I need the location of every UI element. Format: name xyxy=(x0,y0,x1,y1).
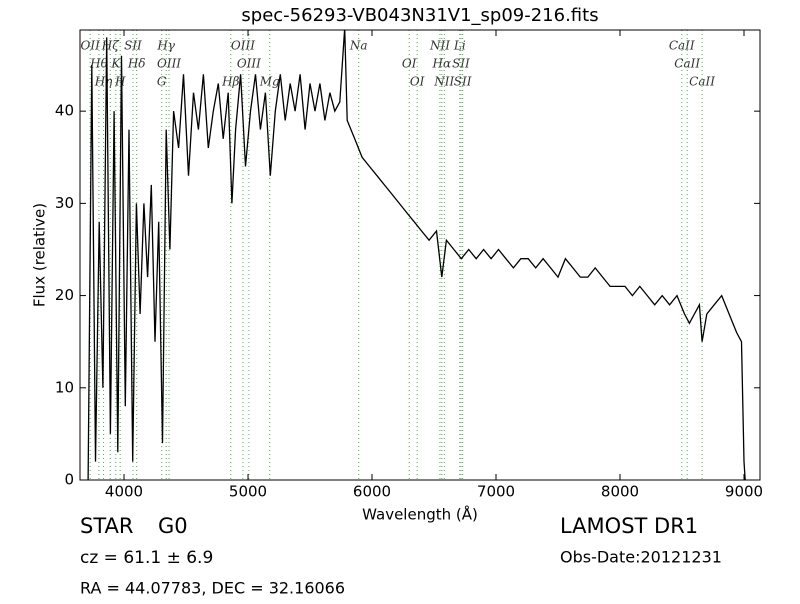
survey: LAMOST DR1 xyxy=(560,514,698,538)
spectral-line-label: K xyxy=(110,57,121,71)
spectral-line-label: Hβ xyxy=(221,75,239,89)
spectral-line-label: SII xyxy=(454,75,472,89)
spectral-line-label: Hη xyxy=(94,75,113,89)
x-tick-label: 5000 xyxy=(229,483,267,501)
spectrum-line xyxy=(87,30,746,480)
spectral-line-label: SII xyxy=(452,57,470,71)
y-tick-label: 10 xyxy=(55,378,74,396)
spectral-line-label: H xyxy=(114,75,126,89)
chart-title: spec-56293-VB043N31V1_sp09-216.fits xyxy=(241,5,598,26)
spectral-line-label: Li xyxy=(453,39,466,53)
spectral-line-label: Hγ xyxy=(156,39,175,53)
spectral-line-label: SII xyxy=(124,39,142,53)
y-tick-label: 0 xyxy=(64,471,74,489)
y-tick-label: 20 xyxy=(55,286,74,304)
x-tick-label: 9000 xyxy=(725,483,763,501)
spectral-line-label: G xyxy=(157,75,167,89)
spectral-line-label: Hα xyxy=(432,57,452,71)
spectral-line-label: Hδ xyxy=(127,57,146,71)
subclass: G0 xyxy=(158,514,188,538)
x-tick-label: 7000 xyxy=(477,483,515,501)
plot-frame xyxy=(79,29,761,481)
y-tick-label: 30 xyxy=(55,194,74,212)
x-tick-label: 4000 xyxy=(105,483,143,501)
spectral-line-label: Na xyxy=(349,39,368,53)
spectral-line-label: OIII xyxy=(157,57,181,71)
y-axis-label: Flux (relative) xyxy=(31,203,49,307)
spectral-line-label: NII xyxy=(429,39,450,53)
x-tick-label: 6000 xyxy=(353,483,391,501)
spectral-line-label: OI xyxy=(410,75,425,89)
spectral-line-label: CaII xyxy=(669,39,695,53)
obs-date: Obs-Date:20121231 xyxy=(560,548,722,567)
spectral-line-label: OIII xyxy=(231,39,255,53)
spectral-line-label: OIII xyxy=(237,57,261,71)
spectral-line-label: CaII xyxy=(689,75,715,89)
x-tick-label: 8000 xyxy=(601,483,639,501)
object-class: STAR xyxy=(80,514,133,538)
x-axis-label: Wavelength (Å) xyxy=(362,505,478,524)
y-tick-label: 40 xyxy=(55,102,74,120)
spectral-line-label: NII xyxy=(433,75,454,89)
spectral-line-label: Mg xyxy=(259,75,280,89)
spectral-line-label: CaII xyxy=(674,57,700,71)
spectral-line-label: OI xyxy=(402,57,417,71)
spectral-line-label: OII xyxy=(81,39,101,53)
spectral-line-label: Hζ xyxy=(101,39,120,53)
redshift: cz = 61.1 ± 6.9 xyxy=(80,548,213,568)
coordinates: RA = 44.07783, DEC = 32.16066 xyxy=(80,579,345,598)
